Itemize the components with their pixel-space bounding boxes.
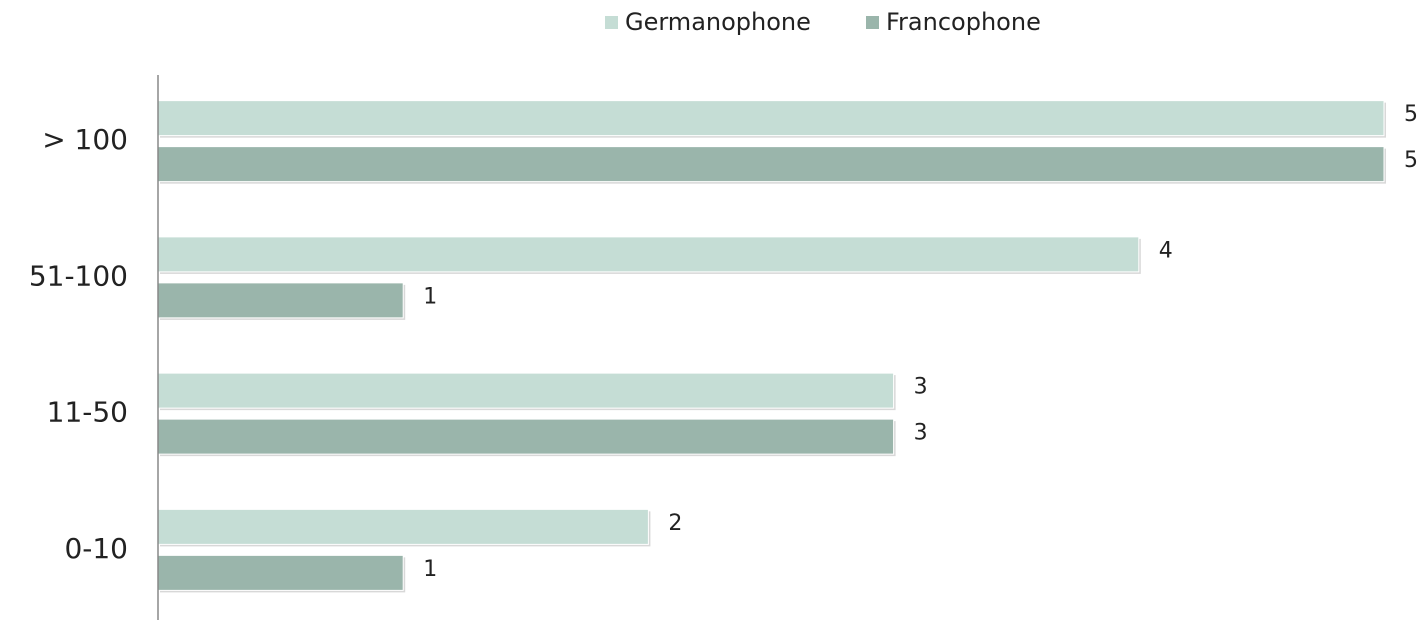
bar: [157, 282, 404, 319]
y-tick-label: 0-10: [64, 532, 128, 565]
bar: [157, 508, 649, 545]
bar: [157, 236, 1140, 273]
data-label: 2: [668, 511, 682, 536]
legend-label: Germanophone: [625, 8, 811, 36]
legend-label: Francophone: [886, 8, 1041, 36]
y-tick-label: 51-100: [29, 259, 128, 292]
legend-swatch: [866, 16, 879, 29]
bar: [157, 372, 895, 409]
bar: [157, 418, 895, 455]
bar: [157, 554, 404, 591]
data-label: 5: [1404, 148, 1418, 173]
data-label: 4: [1159, 238, 1173, 263]
bar: [157, 100, 1385, 137]
data-label: 5: [1404, 102, 1418, 127]
y-tick-label: > 100: [42, 123, 128, 156]
data-label: 3: [914, 375, 928, 400]
data-label: 1: [423, 284, 437, 309]
data-label: 1: [423, 557, 437, 582]
y-tick-label: 11-50: [47, 396, 128, 429]
bar: [157, 146, 1385, 183]
legend-swatch: [605, 16, 618, 29]
data-label: 3: [914, 421, 928, 446]
